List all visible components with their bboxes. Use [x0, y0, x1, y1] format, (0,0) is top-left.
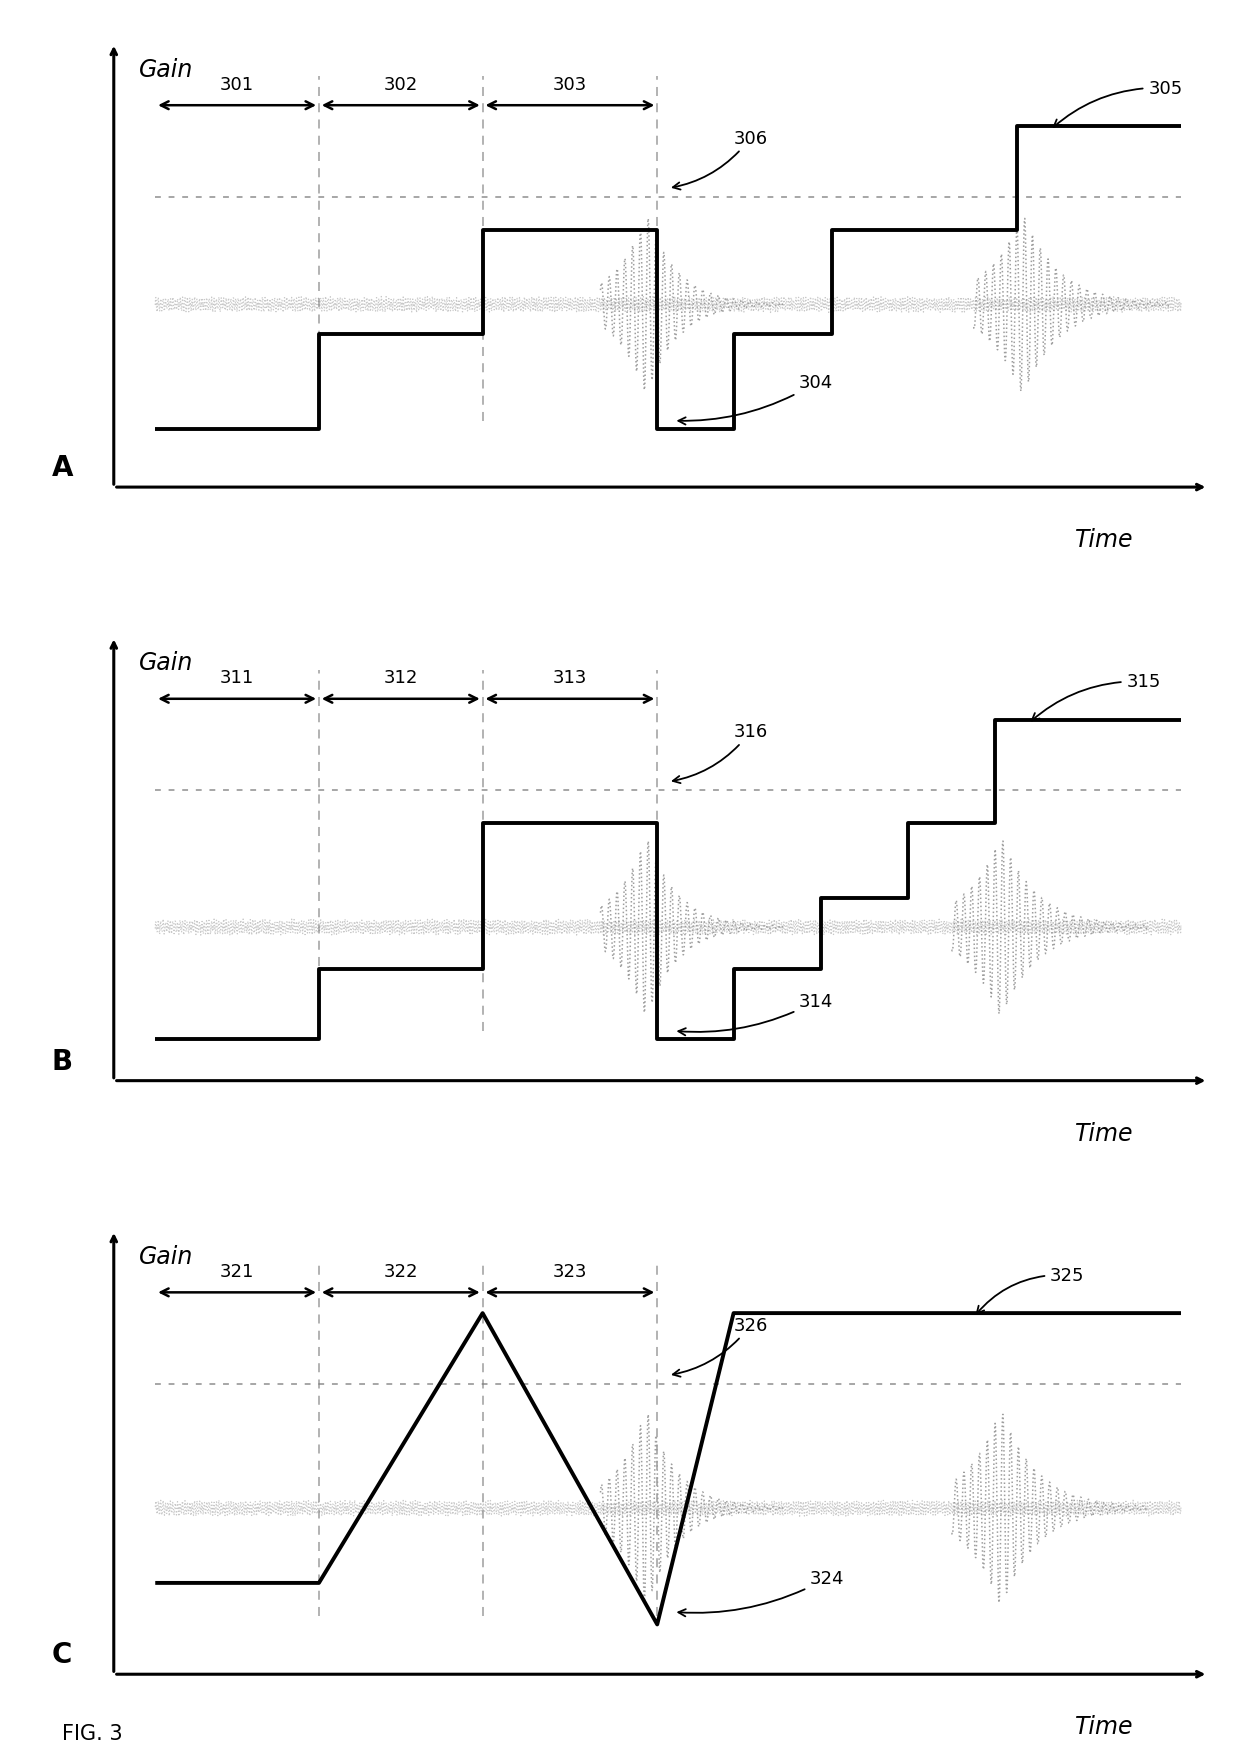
Text: 325: 325	[977, 1267, 1085, 1314]
Text: 323: 323	[553, 1262, 588, 1281]
Text: 303: 303	[553, 76, 587, 93]
Text: 326: 326	[673, 1316, 768, 1377]
X-axis label: Time: Time	[1075, 1715, 1133, 1738]
Text: B: B	[52, 1047, 73, 1075]
Text: 324: 324	[678, 1569, 844, 1616]
Text: Gain: Gain	[139, 650, 193, 675]
Text: A: A	[52, 453, 73, 481]
Text: 302: 302	[383, 76, 418, 93]
Text: 306: 306	[673, 130, 768, 190]
Text: 321: 321	[219, 1262, 254, 1281]
Text: FIG. 3: FIG. 3	[62, 1724, 123, 1743]
Text: 311: 311	[219, 669, 254, 687]
Text: 301: 301	[219, 76, 254, 93]
Text: 314: 314	[678, 993, 833, 1037]
Text: 316: 316	[673, 722, 768, 784]
Text: 313: 313	[553, 669, 587, 687]
Text: Gain: Gain	[139, 58, 193, 81]
Text: 305: 305	[1054, 79, 1183, 128]
Text: 315: 315	[1032, 673, 1161, 720]
Text: 322: 322	[383, 1262, 418, 1281]
Text: C: C	[52, 1641, 72, 1669]
X-axis label: Time: Time	[1075, 1121, 1133, 1146]
X-axis label: Time: Time	[1075, 527, 1133, 552]
Text: 312: 312	[383, 669, 418, 687]
Text: Gain: Gain	[139, 1244, 193, 1269]
Text: 304: 304	[678, 374, 833, 425]
